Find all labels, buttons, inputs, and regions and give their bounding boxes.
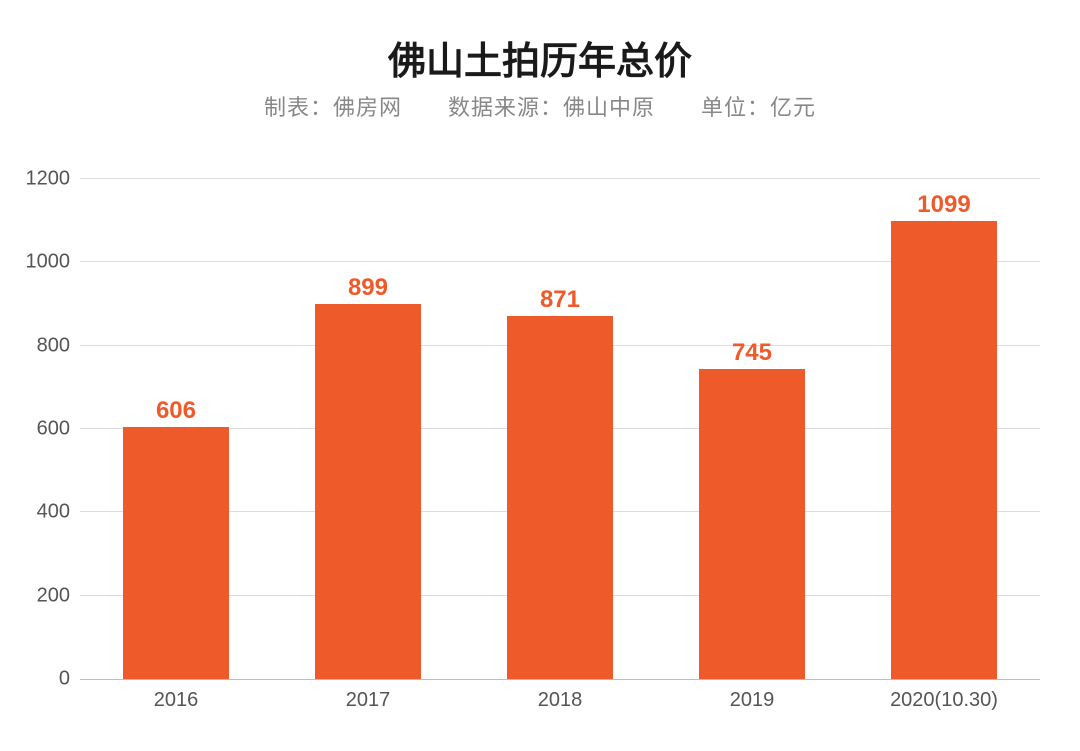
- ytick-label: 200: [10, 584, 70, 607]
- bar: 606: [123, 427, 229, 680]
- xtick-label: 2018: [538, 689, 583, 713]
- ytick-label: 0: [10, 668, 70, 691]
- xtick-label: 2017: [346, 689, 391, 713]
- gridline: [80, 178, 1040, 179]
- xtick-label: 2019: [730, 689, 775, 713]
- xtick-label: 2016: [154, 689, 199, 713]
- ytick-label: 600: [10, 418, 70, 441]
- chart-title: 佛山土拍历年总价: [0, 30, 1080, 85]
- bar-value-label: 899: [348, 274, 388, 302]
- bar-value-label: 606: [156, 397, 196, 425]
- bar: 871: [507, 316, 613, 679]
- bar: 1099: [891, 221, 997, 679]
- plot-area: 0200400600800100012006062016899201787120…: [80, 180, 1040, 680]
- ytick-label: 400: [10, 501, 70, 524]
- ytick-label: 1200: [10, 168, 70, 191]
- bar: 899: [315, 304, 421, 679]
- bar: 745: [699, 369, 805, 679]
- chart-subtitle: 制表：佛房网 数据来源：佛山中原 单位：亿元: [0, 90, 1080, 122]
- ytick-label: 800: [10, 334, 70, 357]
- bar-value-label: 1099: [917, 191, 970, 219]
- ytick-label: 1000: [10, 251, 70, 274]
- xtick-label: 2020(10.30): [890, 689, 998, 713]
- chart-container: 佛山土拍历年总价 制表：佛房网 数据来源：佛山中原 单位：亿元 02004006…: [0, 0, 1080, 751]
- bar-value-label: 745: [732, 339, 772, 367]
- bar-value-label: 871: [540, 286, 580, 314]
